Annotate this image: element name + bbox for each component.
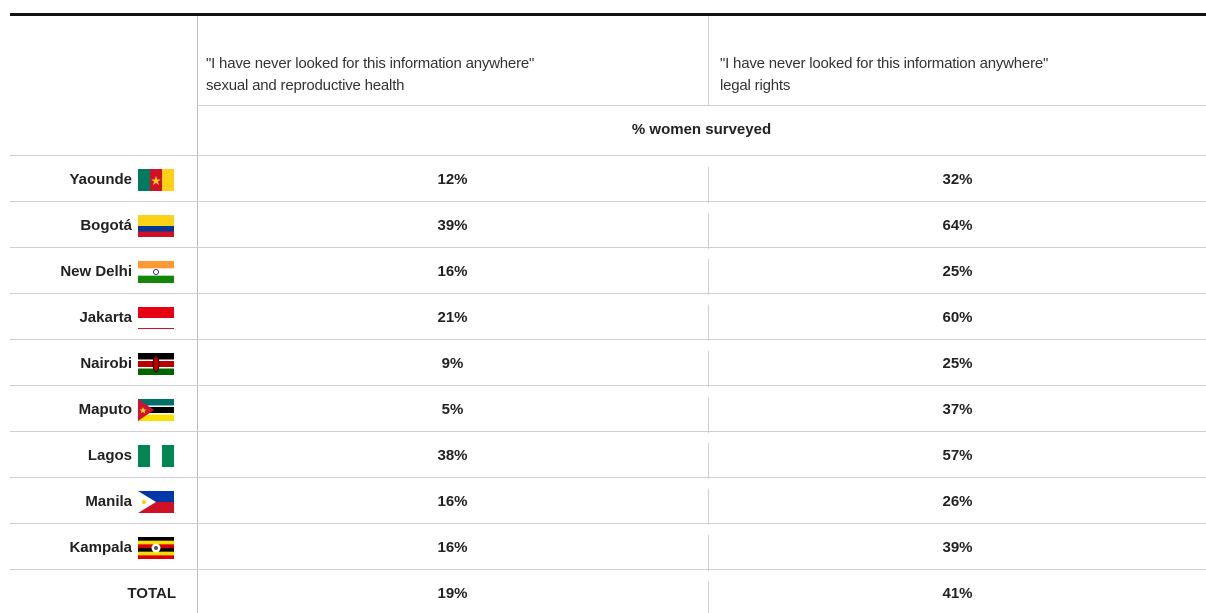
cell-value: 26% — [942, 493, 973, 510]
column-divider — [708, 443, 709, 479]
city-label: Yaounde — [69, 171, 132, 188]
cell-value: 16% — [437, 493, 468, 510]
column-divider — [708, 16, 709, 105]
flag-icon — [138, 445, 174, 467]
column-divider — [197, 16, 198, 613]
header-line: legal rights — [720, 77, 791, 94]
cell-value: 39% — [942, 539, 973, 556]
subheader: % women surveyed — [631, 121, 772, 138]
row-divider — [10, 431, 1206, 432]
cell-value: 37% — [942, 401, 973, 418]
cell-value: 16% — [437, 539, 468, 556]
flag-icon — [138, 399, 174, 421]
row-divider — [10, 385, 1206, 386]
column-divider — [708, 305, 709, 341]
row-divider — [10, 569, 1206, 570]
column-divider — [708, 397, 709, 433]
flag-icon — [138, 215, 174, 237]
cell-value: 19% — [437, 585, 468, 602]
city-label: Manila — [85, 493, 132, 510]
header-line: "I have never looked for this informatio… — [720, 55, 1049, 72]
cell-value: 16% — [437, 263, 468, 280]
row-divider — [10, 201, 1206, 202]
cell-value: 32% — [942, 171, 973, 188]
column-divider — [708, 167, 709, 203]
flag-icon — [138, 261, 174, 283]
cell-value: 64% — [942, 217, 973, 234]
top-rule — [10, 13, 1206, 16]
column-header: "I have never looked for this informatio… — [720, 53, 1048, 97]
cell-value: 60% — [942, 309, 973, 326]
city-label: Kampala — [69, 539, 132, 556]
cell-value: 9% — [441, 355, 464, 372]
row-divider — [10, 293, 1206, 294]
row-divider — [10, 155, 1206, 156]
row-divider — [197, 105, 1206, 106]
row-divider — [10, 339, 1206, 340]
row-divider — [10, 477, 1206, 478]
column-divider — [708, 581, 709, 613]
header-line: sexual and reproductive health — [206, 77, 405, 94]
city-label: Jakarta — [79, 309, 132, 326]
city-label: Lagos — [87, 447, 132, 464]
flag-icon — [138, 307, 174, 329]
city-label: Nairobi — [80, 355, 132, 372]
city-label: New Delhi — [60, 263, 132, 280]
row-divider — [10, 247, 1206, 248]
city-label: TOTAL — [127, 585, 176, 602]
header-line: "I have never looked for this informatio… — [206, 55, 535, 72]
column-header: "I have never looked for this informatio… — [206, 53, 534, 97]
cell-value: 21% — [437, 309, 468, 326]
column-divider — [708, 213, 709, 249]
flag-icon — [138, 169, 174, 191]
flag-icon — [138, 491, 174, 513]
column-divider — [708, 535, 709, 571]
cell-value: 25% — [942, 355, 973, 372]
column-divider — [708, 259, 709, 295]
column-divider — [708, 351, 709, 387]
city-label: Bogotá — [80, 217, 132, 234]
column-divider — [708, 489, 709, 525]
cell-value: 39% — [437, 217, 468, 234]
cell-value: 57% — [942, 447, 973, 464]
cell-value: 5% — [441, 401, 464, 418]
city-label: Maputo — [78, 401, 132, 418]
cell-value: 38% — [437, 447, 468, 464]
cell-value: 41% — [942, 585, 973, 602]
flag-icon — [138, 353, 174, 375]
flag-icon — [138, 537, 174, 559]
cell-value: 25% — [942, 263, 973, 280]
row-divider — [10, 523, 1206, 524]
cell-value: 12% — [437, 171, 468, 188]
